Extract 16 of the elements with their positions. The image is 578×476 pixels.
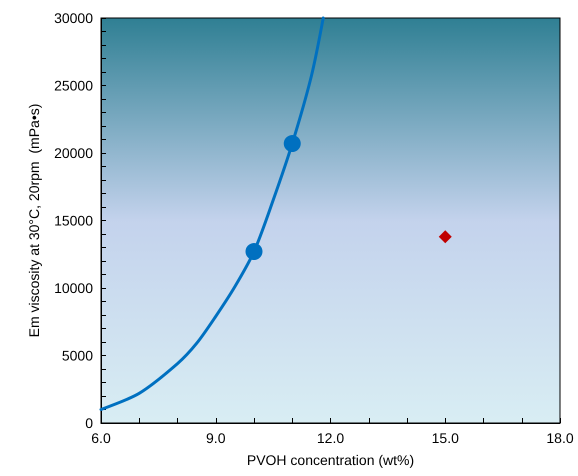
point (438, 230, 452, 244)
y-tick-label: 25000 (54, 78, 94, 94)
x-tick-label: 12.0 (316, 430, 344, 446)
x-tick-label: 15.0 (432, 430, 460, 446)
x-tick-label: 6.0 (91, 430, 111, 446)
y-tick-label: 0 (85, 415, 94, 431)
x-tick-label: 18.0 (546, 430, 574, 446)
x-tick-label: 9.0 (206, 430, 226, 446)
y-tick-label: 20000 (54, 145, 94, 161)
y-tick-label: 15000 (54, 212, 94, 228)
line-series (100, 16, 325, 411)
y-tick-label: 30000 (54, 10, 94, 26)
y-tick-label: 5000 (62, 348, 94, 364)
y-tick-label: 10000 (54, 280, 94, 296)
x-axis-title: PVOH concentration (wt%) (246, 452, 414, 468)
y-axis-title: Em viscosity at 30°C, 20rpm (mPa•s) (26, 104, 42, 338)
